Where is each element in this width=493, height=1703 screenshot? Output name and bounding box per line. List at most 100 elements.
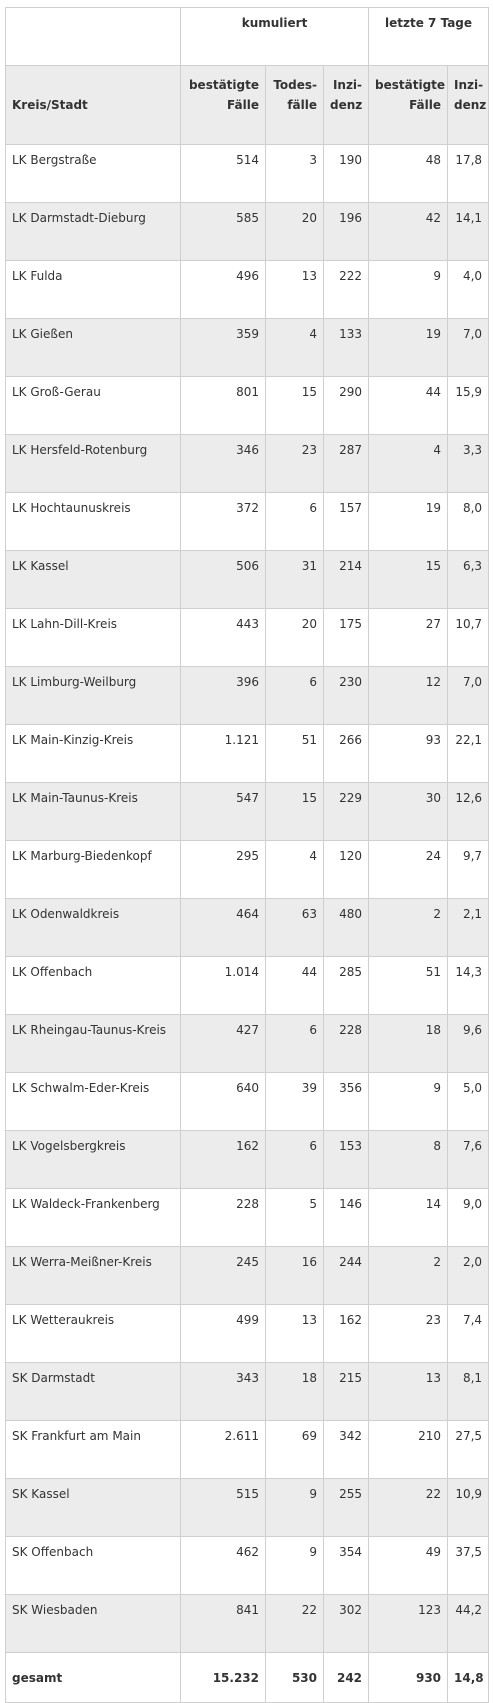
region-cell: LK Groß-Gerau	[5, 376, 181, 435]
cases-7d-cell: 44	[368, 376, 449, 435]
region-cell: LK Wetteraukreis	[5, 1304, 181, 1363]
group-header-last7: letzte 7 Tage	[368, 7, 490, 66]
total-incidence-cell: 242	[322, 1652, 370, 1703]
table-row: LK Gießen 359 4 133 19 7,0	[5, 318, 490, 377]
table-body: LK Bergstraße 514 3 190 48 17,8 LK Darmstadt-D…	[5, 144, 490, 1703]
incidence-cell: 287	[322, 434, 370, 493]
cases-7d-cell: 22	[368, 1478, 449, 1537]
cases-cell: 547	[180, 782, 266, 841]
total-region-cell: gesamt	[5, 1652, 181, 1703]
incidence-cell: 222	[322, 260, 370, 319]
cases-cell: 245	[180, 1246, 266, 1305]
deaths-cell: 13	[265, 260, 324, 319]
incidence-7d-cell: 7,6	[447, 1130, 490, 1189]
incidence-cell: 228	[322, 1014, 370, 1073]
cases-7d-cell: 8	[368, 1130, 449, 1189]
incidence-7d-cell: 12,6	[447, 782, 490, 841]
cases-cell: 1.121	[180, 724, 266, 783]
region-cell: LK Kassel	[5, 550, 181, 609]
region-cell: LK Hersfeld-Rotenburg	[5, 434, 181, 493]
table-row: LK Werra-Meißner-Kreis 245 16 244 2 2,0	[5, 1246, 490, 1305]
cases-7d-cell: 2	[368, 898, 449, 957]
table-row: LK Darmstadt-Dieburg 585 20 196 42 14,1	[5, 202, 490, 261]
deaths-cell: 15	[265, 782, 324, 841]
region-cell: LK Main-Taunus-Kreis	[5, 782, 181, 841]
cases-7d-cell: 93	[368, 724, 449, 783]
deaths-cell: 31	[265, 550, 324, 609]
deaths-cell: 63	[265, 898, 324, 957]
region-cell: LK Waldeck-Frankenberg	[5, 1188, 181, 1247]
cases-cell: 464	[180, 898, 266, 957]
incidence-cell: 255	[322, 1478, 370, 1537]
incidence-cell: 196	[322, 202, 370, 261]
incidence-7d-cell: 7,4	[447, 1304, 490, 1363]
total-incidence-7d-cell: 14,8	[447, 1652, 490, 1703]
deaths-cell: 4	[265, 318, 324, 377]
table-row: LK Odenwaldkreis 464 63 480 2 2,1	[5, 898, 490, 957]
empty-header-cell	[5, 7, 181, 66]
cases-7d-cell: 49	[368, 1536, 449, 1595]
region-cell: SK Wiesbaden	[5, 1594, 181, 1653]
table-row: LK Rheingau-Taunus-Kreis 427 6 228 18 9,6	[5, 1014, 490, 1073]
total-deaths-cell: 530	[265, 1652, 324, 1703]
deaths-cell: 20	[265, 608, 324, 667]
cases-7d-cell: 51	[368, 956, 449, 1015]
column-header-incidence-7d: Inzi-denz	[447, 65, 490, 145]
cases-7d-cell: 23	[368, 1304, 449, 1363]
table-row: LK Hochtaunuskreis 372 6 157 19 8,0	[5, 492, 490, 551]
cases-7d-cell: 4	[368, 434, 449, 493]
table-row: LK Wetteraukreis 499 13 162 23 7,4	[5, 1304, 490, 1363]
cases-cell: 514	[180, 144, 266, 203]
region-cell: LK Vogelsbergkreis	[5, 1130, 181, 1189]
deaths-cell: 3	[265, 144, 324, 203]
incidence-7d-cell: 2,1	[447, 898, 490, 957]
cases-cell: 499	[180, 1304, 266, 1363]
incidence-7d-cell: 3,3	[447, 434, 490, 493]
region-cell: SK Darmstadt	[5, 1362, 181, 1421]
cases-cell: 515	[180, 1478, 266, 1537]
cases-cell: 506	[180, 550, 266, 609]
total-cases-7d-cell: 930	[368, 1652, 449, 1703]
incidence-7d-cell: 6,3	[447, 550, 490, 609]
deaths-cell: 6	[265, 666, 324, 725]
incidence-cell: 146	[322, 1188, 370, 1247]
region-cell: LK Gießen	[5, 318, 181, 377]
incidence-cell: 133	[322, 318, 370, 377]
cases-cell: 162	[180, 1130, 266, 1189]
deaths-cell: 39	[265, 1072, 324, 1131]
incidence-cell: 162	[322, 1304, 370, 1363]
table-row: LK Fulda 496 13 222 9 4,0	[5, 260, 490, 319]
cases-cell: 462	[180, 1536, 266, 1595]
region-cell: LK Darmstadt-Dieburg	[5, 202, 181, 261]
region-cell: LK Rheingau-Taunus-Kreis	[5, 1014, 181, 1073]
cases-7d-cell: 123	[368, 1594, 449, 1653]
cases-7d-cell: 30	[368, 782, 449, 841]
incidence-7d-cell: 17,8	[447, 144, 490, 203]
region-cell: LK Limburg-Weilburg	[5, 666, 181, 725]
incidence-7d-cell: 27,5	[447, 1420, 490, 1479]
cases-7d-cell: 48	[368, 144, 449, 203]
deaths-cell: 6	[265, 1130, 324, 1189]
deaths-cell: 69	[265, 1420, 324, 1479]
cases-cell: 1.014	[180, 956, 266, 1015]
incidence-cell: 244	[322, 1246, 370, 1305]
total-cases-cell: 15.232	[180, 1652, 266, 1703]
cases-cell: 396	[180, 666, 266, 725]
table-row: LK Kassel 506 31 214 15 6,3	[5, 550, 490, 609]
incidence-cell: 285	[322, 956, 370, 1015]
incidence-cell: 290	[322, 376, 370, 435]
table-row: LK Marburg-Biedenkopf 295 4 120 24 9,7	[5, 840, 490, 899]
incidence-7d-cell: 22,1	[447, 724, 490, 783]
region-cell: LK Lahn-Dill-Kreis	[5, 608, 181, 667]
column-header-cases: bestätigte Fälle	[180, 65, 266, 145]
incidence-cell: 342	[322, 1420, 370, 1479]
deaths-cell: 9	[265, 1536, 324, 1595]
cases-cell: 585	[180, 202, 266, 261]
group-header-cumulative: kumuliert	[179, 7, 370, 66]
incidence-7d-cell: 14,1	[447, 202, 490, 261]
incidence-cell: 266	[322, 724, 370, 783]
incidence-cell: 354	[322, 1536, 370, 1595]
region-cell: LK Marburg-Biedenkopf	[5, 840, 181, 899]
region-cell: LK Schwalm-Eder-Kreis	[5, 1072, 181, 1131]
region-cell: LK Offenbach	[5, 956, 181, 1015]
